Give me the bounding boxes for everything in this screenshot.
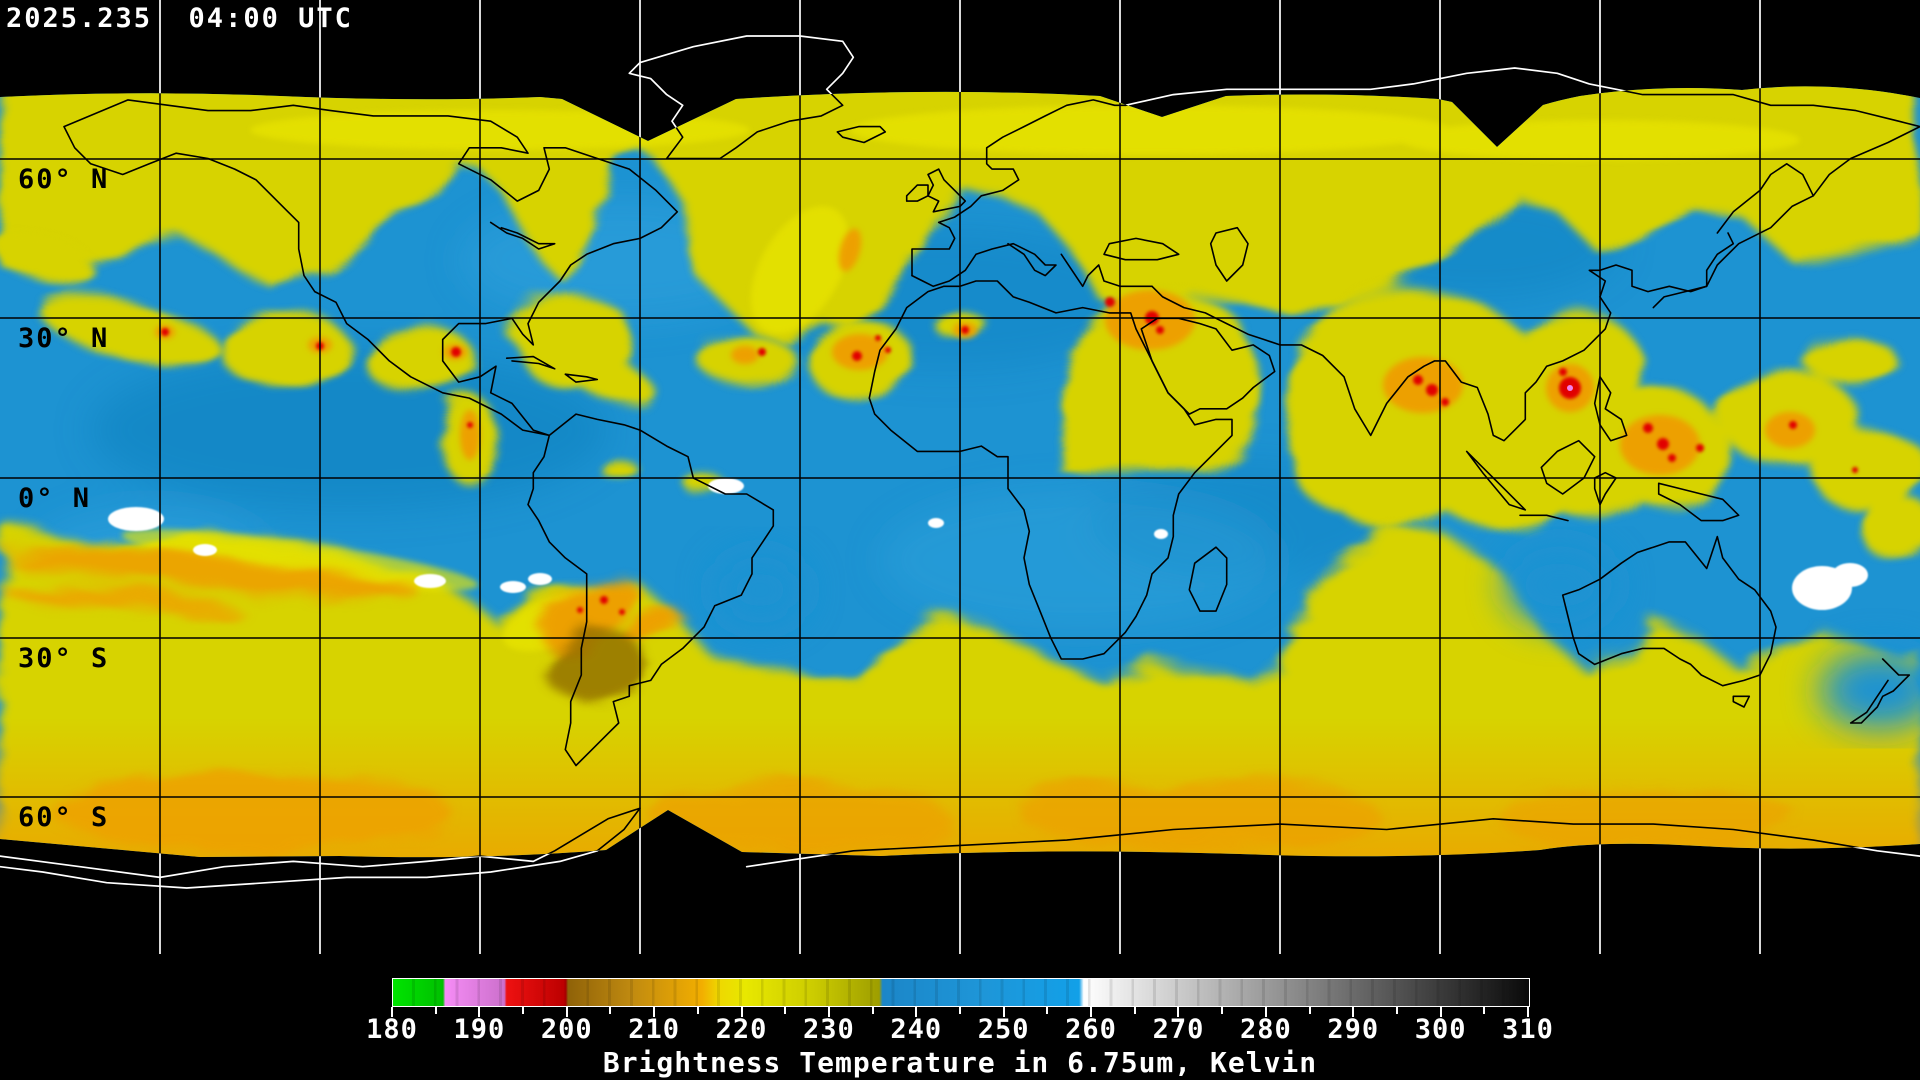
colorbar-major-tick bbox=[827, 1007, 830, 1017]
colorbar-tick-label: 300 bbox=[1414, 1014, 1467, 1045]
grid-lines-over-data bbox=[0, 0, 1920, 954]
coastline-north-america bbox=[63, 99, 679, 437]
colorbar-minor-tick bbox=[871, 1007, 874, 1014]
colorbar-minor-tick bbox=[609, 1007, 612, 1014]
colorbar-major-tick bbox=[653, 1007, 656, 1017]
colorbar-minor-tick bbox=[434, 1007, 437, 1014]
southern-ocean-gaps bbox=[715, 545, 1920, 730]
coastline-new-zealand bbox=[1849, 658, 1911, 724]
colorbar-major-tick bbox=[478, 1007, 481, 1017]
coastline-java bbox=[1519, 514, 1569, 522]
coastline-borneo bbox=[1540, 439, 1596, 495]
coastline-arabia bbox=[1140, 317, 1276, 415]
coastline-philippines bbox=[1593, 376, 1628, 442]
coastline-kamchatka bbox=[1716, 163, 1815, 234]
colorbar-tick-label: 260 bbox=[1065, 1014, 1117, 1045]
colorbar-major-tick bbox=[391, 1007, 393, 1017]
coastline-caspian-sea bbox=[1209, 226, 1249, 282]
latitude-label: 30° S bbox=[18, 643, 110, 674]
coastline-new-guinea bbox=[1657, 482, 1740, 522]
colorbar-banding bbox=[393, 979, 1529, 1006]
colorbar-major-tick bbox=[1439, 1007, 1442, 1017]
coastline-iberia-med bbox=[911, 242, 1057, 288]
colorbar-tick-label: 250 bbox=[977, 1014, 1030, 1045]
colorbar-tick-label: 270 bbox=[1152, 1014, 1205, 1045]
colorbar-major-tick bbox=[1002, 1007, 1005, 1017]
colorbar-major-tick bbox=[740, 1007, 743, 1017]
colorbar-tick-label: 280 bbox=[1239, 1014, 1292, 1045]
coastline-south-america bbox=[527, 413, 775, 767]
coastline-ireland bbox=[905, 184, 929, 202]
colorbar-minor-tick bbox=[1308, 1007, 1311, 1014]
colorbar-major-tick bbox=[565, 1007, 568, 1017]
coastline-iceland bbox=[836, 125, 887, 144]
latitude-label: 0° N bbox=[18, 483, 92, 514]
coastlines-over-data bbox=[0, 86, 1920, 858]
colorbar-tick-label: 190 bbox=[453, 1014, 506, 1045]
colorbar-major-tick bbox=[1352, 1007, 1355, 1017]
colorbar-minor-tick bbox=[1395, 1007, 1398, 1014]
coastline-great-lakes bbox=[489, 221, 556, 250]
colorbar-minor-tick bbox=[784, 1007, 787, 1014]
coastline-uk bbox=[927, 168, 967, 213]
colorbar-major-tick bbox=[1527, 1007, 1529, 1017]
colorbar-tick-label: 240 bbox=[890, 1014, 943, 1045]
colorbar-minor-tick bbox=[959, 1007, 961, 1014]
colorbar-tick-label: 220 bbox=[715, 1014, 768, 1045]
colorbar-major-tick bbox=[1090, 1007, 1093, 1017]
coastline-sumatra bbox=[1465, 450, 1527, 511]
colorbar-minor-tick bbox=[696, 1007, 699, 1014]
coastline-africa bbox=[868, 280, 1233, 660]
colorbar-minor-tick bbox=[1133, 1007, 1136, 1014]
colorbar-tick-label: 290 bbox=[1327, 1014, 1380, 1045]
coastline-antarctica-east bbox=[745, 818, 1920, 858]
colorbar-major-tick bbox=[915, 1007, 918, 1017]
latitude-label: 30° N bbox=[18, 323, 110, 354]
coastline-japan bbox=[1652, 232, 1735, 309]
coastline-sulawesi bbox=[1593, 471, 1617, 506]
colorbar-minor-tick bbox=[522, 1007, 525, 1014]
colorbar-tick-label: 310 bbox=[1502, 1014, 1554, 1045]
colorbar-tick-label: 200 bbox=[540, 1014, 593, 1045]
colorbar-major-tick bbox=[1177, 1007, 1180, 1017]
coastline-tasmania bbox=[1732, 695, 1751, 708]
coastline-europe-atlantic bbox=[911, 99, 1127, 277]
bright-cloud-streaks bbox=[121, 105, 1800, 652]
latitude-label: 60° S bbox=[18, 802, 110, 833]
coastline-asia bbox=[1124, 86, 1920, 442]
colorbar-major-tick bbox=[1264, 1007, 1267, 1017]
colorbar-tick-label: 230 bbox=[803, 1014, 855, 1045]
coastline-hispaniola bbox=[564, 373, 599, 383]
moist-blobs-tropics bbox=[0, 232, 1920, 560]
timestamp: 2025.235 04:00 UTC bbox=[6, 3, 353, 34]
colorbar-minor-tick bbox=[1046, 1007, 1049, 1014]
colorbar-minor-tick bbox=[1483, 1007, 1486, 1014]
colorbar: 180 190 200 210 220 230 240 250 260 270 280 290 300 3… bbox=[366, 978, 1553, 1048]
colorbar-tick-label: 210 bbox=[628, 1014, 681, 1045]
coastline-australia bbox=[1561, 535, 1777, 687]
latitude-label: 60° N bbox=[18, 164, 110, 195]
coastline-cuba bbox=[505, 355, 556, 370]
colorbar-strip bbox=[392, 978, 1530, 1007]
coastline-greece-turkey bbox=[1060, 253, 1153, 288]
colorbar-tick-label: 180 bbox=[366, 1014, 418, 1045]
coastline-madagascar bbox=[1188, 546, 1228, 612]
coastline-antarctica-west bbox=[0, 807, 641, 858]
coldest-top-violet-dot bbox=[1567, 385, 1573, 391]
colorbar-caption: Brightness Temperature in 6.75um, Kelvin bbox=[602, 1046, 1318, 1079]
coastline-black-sea bbox=[1103, 237, 1180, 261]
colorbar-minor-tick bbox=[1221, 1007, 1224, 1014]
